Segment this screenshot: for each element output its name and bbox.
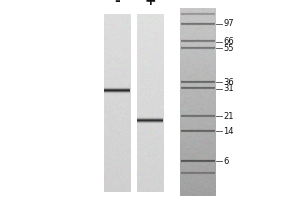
Text: 66: 66 — [224, 37, 234, 46]
Text: 14: 14 — [224, 127, 234, 136]
Text: -: - — [114, 0, 120, 8]
Text: 6: 6 — [224, 157, 229, 166]
Text: 21: 21 — [224, 112, 234, 121]
Text: 55: 55 — [224, 44, 234, 53]
Text: +: + — [144, 0, 156, 8]
Text: 36: 36 — [224, 78, 234, 87]
Text: 31: 31 — [224, 84, 234, 93]
Text: 97: 97 — [224, 19, 234, 28]
